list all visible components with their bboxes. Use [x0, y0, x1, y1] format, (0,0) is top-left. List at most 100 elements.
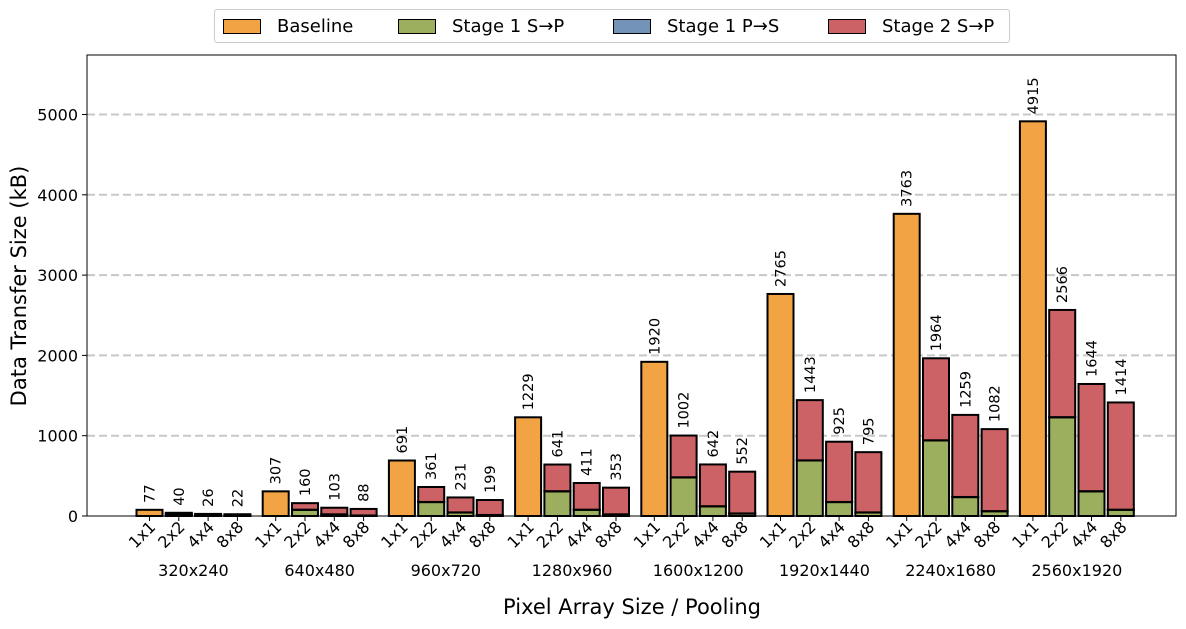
- bar-stage2-s2p: [1106, 401, 1135, 511]
- x-tick-label: 1x1: [756, 517, 791, 552]
- bar-value-label: 641: [550, 430, 566, 458]
- bar-stage1-s2p: [825, 501, 854, 517]
- legend-swatch-stage1-p2s: [613, 18, 651, 34]
- bar-stage2-s2p: [922, 357, 950, 442]
- bar-value-label: 1259: [958, 371, 974, 408]
- bar-stage2-s2p: [825, 440, 854, 503]
- bar-value-label: 1002: [677, 392, 693, 429]
- bar-value-label: 199: [483, 465, 499, 493]
- x-tick-label: 2x2: [407, 517, 442, 552]
- group-label: 1600x1200: [653, 561, 744, 580]
- bar-stage2-s2p: [194, 512, 223, 517]
- bar-value-label: 795: [861, 417, 877, 445]
- bar-value-label: 2566: [1055, 266, 1071, 303]
- bar-value-label: 552: [735, 437, 751, 465]
- y-axis-label: Data Transfer Size (kB): [7, 166, 31, 407]
- x-tick-label: 1x1: [882, 517, 917, 552]
- x-tick-label: 1x1: [1008, 517, 1043, 552]
- bar-stage2-s2p: [164, 511, 193, 516]
- group-label: 960x720: [411, 561, 482, 580]
- x-tick-label: 1x1: [630, 517, 665, 552]
- legend-swatch-stage1-s2p: [398, 18, 436, 34]
- group-label: 320x240: [158, 561, 229, 580]
- bar-value-label: 231: [454, 463, 470, 491]
- bar-stage2-s2p: [602, 486, 630, 516]
- bar-stage1-s2p: [543, 490, 572, 517]
- bar-stage1-s2p: [795, 459, 824, 517]
- x-tick-label: 8x8: [465, 517, 500, 552]
- bar-value-label: 353: [609, 453, 625, 481]
- group-label: 2560x1920: [1031, 561, 1122, 580]
- x-tick-label: 1x1: [251, 517, 286, 552]
- bar-stage2-s2p: [417, 486, 446, 503]
- bar-stage2-s2p: [1048, 308, 1077, 419]
- bars: [135, 120, 1135, 518]
- bar-stage1-s2p: [669, 476, 698, 517]
- x-tick-label: 4x4: [562, 517, 597, 552]
- bar-value-label: 1082: [988, 385, 1004, 422]
- x-tick-label: 4x4: [688, 517, 723, 552]
- legend-item-stage1-p2s: Stage 1 P→S: [613, 10, 779, 42]
- legend-swatch-baseline: [223, 18, 261, 34]
- bar-value-label: 77: [143, 484, 159, 502]
- x-tick-label: 4x4: [941, 517, 976, 552]
- x-tick-label: 2x2: [659, 517, 694, 552]
- x-tick-label: 8x8: [339, 517, 374, 552]
- bar-stage2-s2p: [349, 507, 378, 517]
- gridlines: [87, 113, 1176, 437]
- bar-value-label: 411: [580, 448, 596, 476]
- bar-stage2-s2p: [795, 399, 824, 462]
- x-tick-label: 8x8: [844, 517, 879, 552]
- bar-value-label: 22: [230, 489, 246, 507]
- bar-value-label: 2765: [774, 250, 790, 287]
- x-tick-label: 4x4: [814, 517, 849, 552]
- y-tick-label: 2000: [37, 346, 78, 365]
- bar-value-label: 1920: [647, 318, 663, 355]
- bar-stage2-s2p: [669, 434, 698, 479]
- bar-stage2-s2p: [291, 502, 319, 511]
- bar-baseline: [1018, 120, 1047, 517]
- bar-value-label: 307: [269, 457, 285, 485]
- legend-label-baseline: Baseline: [277, 15, 354, 37]
- group-label: 640x480: [284, 561, 355, 580]
- bar-stage2-s2p: [446, 496, 475, 514]
- bar-value-label: 1229: [521, 373, 537, 410]
- legend: Baseline Stage 1 S→P Stage 1 P→S Stage 2…: [214, 9, 1010, 43]
- bar-stage2-s2p: [543, 463, 572, 493]
- group-label: 1280x960: [532, 561, 613, 580]
- bar-stage1-s2p: [698, 505, 727, 518]
- bar-baseline: [892, 212, 921, 518]
- bar-stage1-s2p: [1048, 416, 1077, 518]
- legend-item-stage2-s2p: Stage 2 S→P: [828, 10, 994, 42]
- x-tick-label: 1x1: [125, 517, 160, 552]
- bar-value-label: 40: [172, 487, 188, 505]
- x-tick-label: 2x2: [533, 517, 568, 552]
- bar-value-label: 26: [201, 488, 217, 506]
- x-tick-label: 8x8: [591, 517, 626, 552]
- x-tick-label: 4x4: [183, 517, 218, 552]
- x-tick-label: 4x4: [1067, 517, 1102, 552]
- x-tick-label: 2x2: [785, 517, 820, 552]
- bar-stage2-s2p: [728, 470, 757, 515]
- x-tick-label: 1x1: [503, 517, 538, 552]
- bar-stage1-s2p: [417, 501, 446, 517]
- y-tick-label: 3000: [37, 266, 78, 285]
- x-axis: 1x12x24x48x8320x2401x12x24x48x8640x4801x…: [125, 516, 1131, 580]
- bar-baseline: [514, 416, 543, 518]
- group-label: 1920x1440: [779, 561, 870, 580]
- bar-value-label: 925: [832, 407, 848, 435]
- legend-item-stage1-s2p: Stage 1 S→P: [398, 10, 564, 42]
- y-tick-label: 5000: [37, 106, 78, 125]
- x-tick-label: 2x2: [154, 517, 189, 552]
- x-tick-label: 2x2: [911, 517, 946, 552]
- bar-stage2-s2p: [698, 463, 727, 508]
- bar-value-label: 88: [357, 483, 373, 501]
- x-tick-label: 8x8: [1096, 517, 1131, 552]
- x-tick-label: 8x8: [970, 517, 1005, 552]
- bar-stage2-s2p: [475, 499, 504, 516]
- y-tick-label: 4000: [37, 186, 78, 205]
- legend-label-stage1-s2p: Stage 1 S→P: [452, 15, 565, 37]
- bar-stage2-s2p: [572, 481, 601, 511]
- bar-value-label: 361: [424, 452, 440, 480]
